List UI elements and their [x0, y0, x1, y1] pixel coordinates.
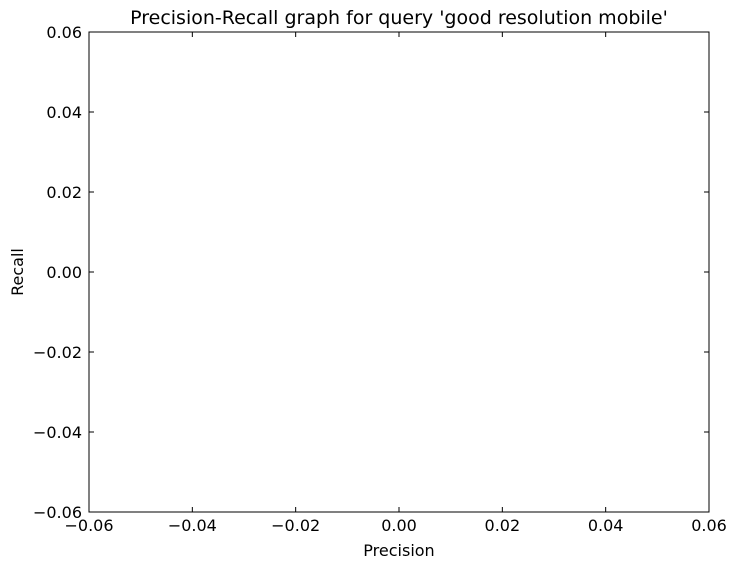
x-tick-label: 0.06 — [691, 516, 727, 535]
x-tick-label: 0.02 — [485, 516, 521, 535]
x-tick-label: −0.06 — [64, 516, 113, 535]
y-tick-label: 0.02 — [46, 183, 82, 202]
x-tick-label: −0.02 — [271, 516, 320, 535]
x-tick-label: 0.04 — [588, 516, 624, 535]
y-tick-label: 0.06 — [46, 23, 82, 42]
y-tick-label: 0.00 — [46, 263, 82, 282]
x-axis-label: Precision — [363, 541, 434, 560]
y-tick-label: −0.02 — [33, 343, 82, 362]
y-tick-label: −0.06 — [33, 503, 82, 522]
x-ticks: −0.06 −0.04 −0.02 0.00 0.02 0.04 0.06 — [64, 32, 727, 535]
y-axis-label: Recall — [8, 248, 27, 296]
chart-title: Precision-Recall graph for query 'good r… — [130, 7, 668, 29]
x-tick-label: 0.00 — [381, 516, 417, 535]
x-tick-label: −0.04 — [168, 516, 217, 535]
plot-frame — [88, 31, 710, 513]
y-tick-label: 0.04 — [46, 103, 82, 122]
y-tick-label: −0.04 — [33, 423, 82, 442]
y-ticks: −0.06 −0.04 −0.02 0.00 0.02 0.04 0.06 — [33, 23, 709, 522]
